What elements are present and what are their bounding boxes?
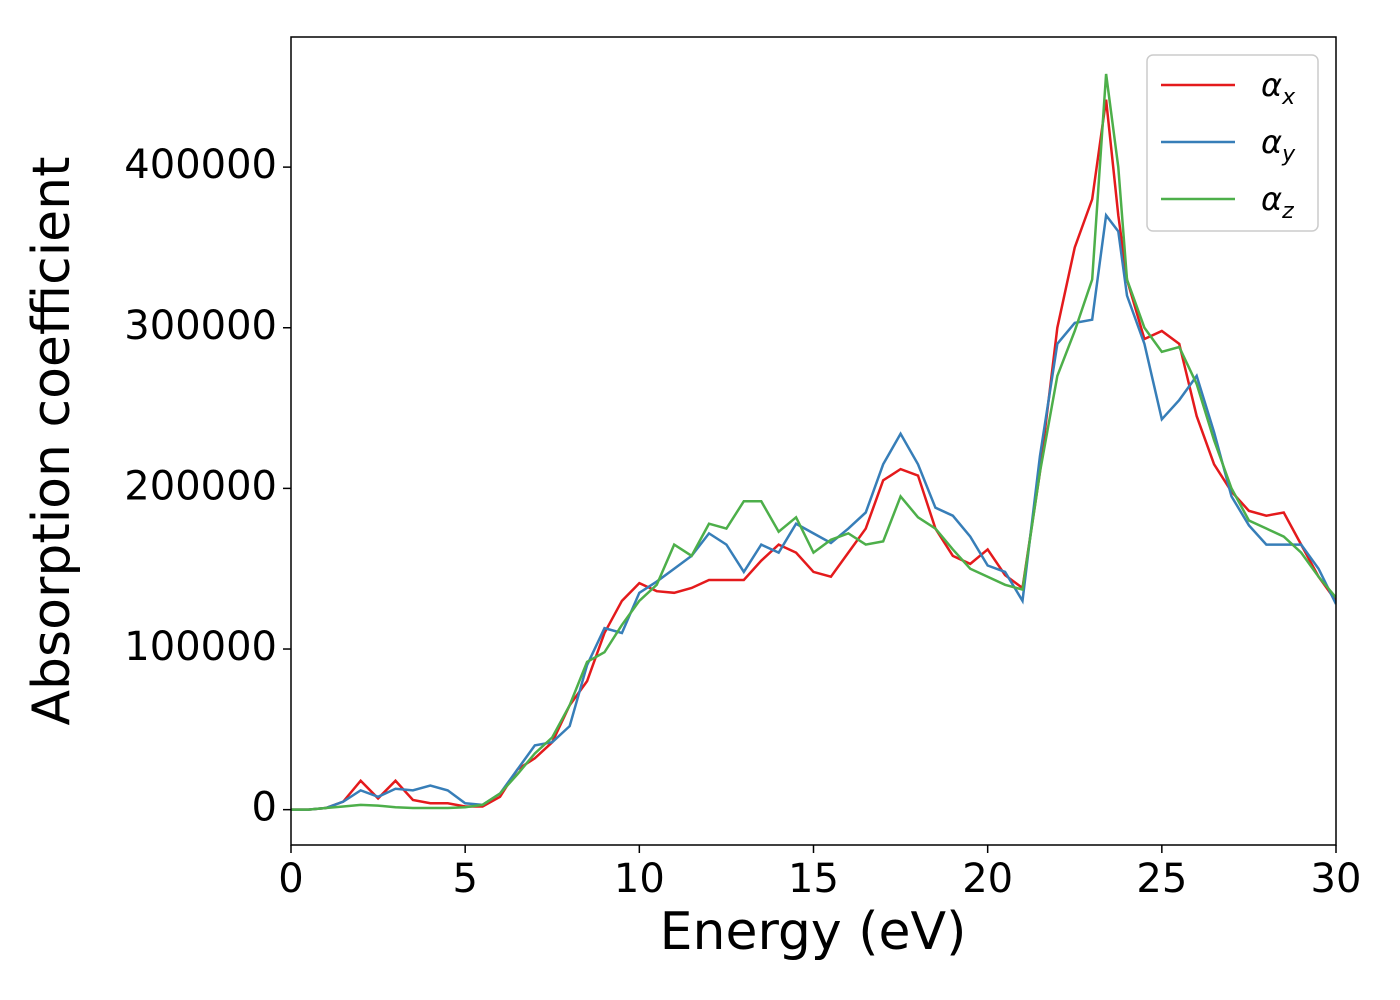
y-tick-label: 300000: [124, 303, 277, 349]
x-axis-label: Energy (eV): [660, 902, 967, 962]
x-tick-label: 20: [962, 856, 1013, 902]
plot-frame: [290, 36, 1337, 846]
x-tick-label: 5: [452, 856, 477, 902]
y-tick-label: 100000: [124, 624, 277, 670]
y-tick-label: 0: [252, 785, 277, 831]
legend-label: αy: [1261, 123, 1296, 167]
y-tick-label: 200000: [124, 463, 277, 509]
line-series: [291, 73, 1336, 811]
x-tick-label: 25: [1136, 856, 1187, 902]
x-tick-label: 30: [1311, 856, 1362, 902]
line-series: [291, 212, 1336, 811]
x-tick-label: 0: [278, 856, 303, 902]
y-axis-label: Absorption coefficient: [22, 156, 82, 725]
legend-label: αx: [1261, 66, 1296, 110]
legend-label: αz: [1261, 180, 1294, 224]
x-tick-label: 10: [614, 856, 665, 902]
x-tick-label: 15: [788, 856, 839, 902]
y-tick-label: 400000: [124, 142, 277, 188]
